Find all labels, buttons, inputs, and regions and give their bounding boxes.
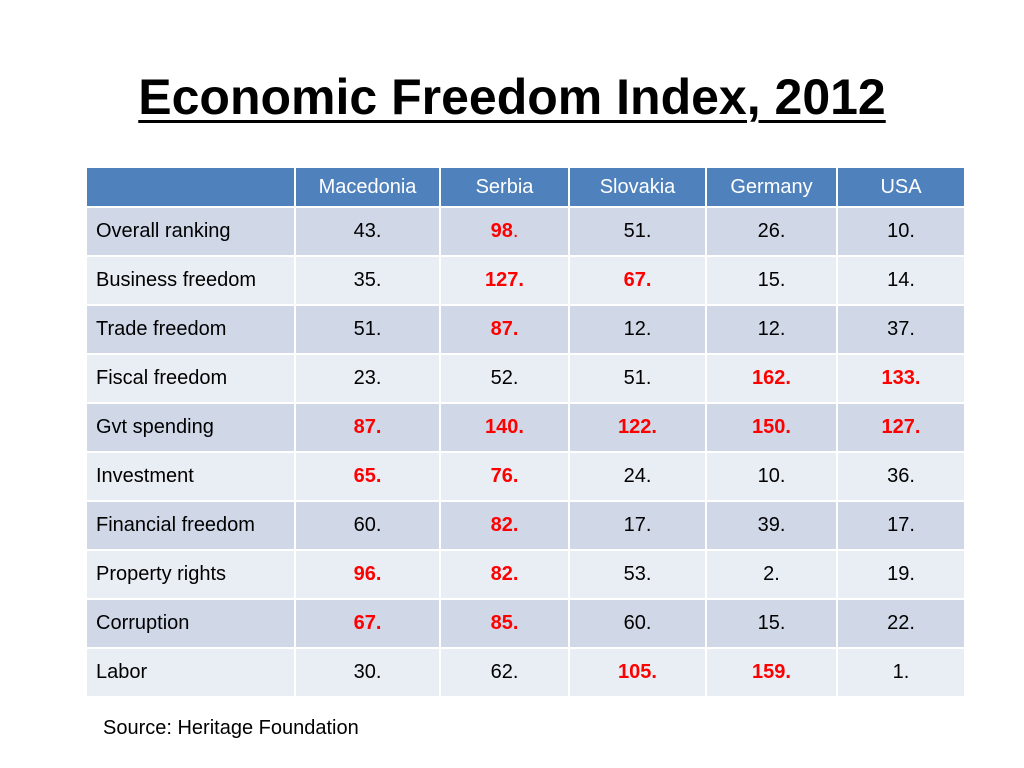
table-cell: 37. <box>836 304 966 355</box>
table-row: Gvt spending 87. 140. 122. 150. 127. <box>85 402 966 453</box>
table-cell: 15. <box>705 598 838 649</box>
row-label: Investment <box>85 451 296 502</box>
table-cell: 65. <box>294 451 441 502</box>
table-cell: 52. <box>439 353 570 404</box>
row-label: Trade freedom <box>85 304 296 355</box>
table-cell: 62. <box>439 647 570 698</box>
source-note: Source: Heritage Foundation <box>103 717 359 739</box>
table-cell: 133. <box>836 353 966 404</box>
table-cell: 36. <box>836 451 966 502</box>
table-cell: 22. <box>836 598 966 649</box>
table-cell: 159. <box>705 647 838 698</box>
table-cell: 15. <box>705 255 838 306</box>
table-cell: 122. <box>568 402 707 453</box>
row-label: Business freedom <box>85 255 296 306</box>
table-cell: 24. <box>568 451 707 502</box>
table-cell: 87. <box>294 402 441 453</box>
table-cell: 76. <box>439 451 570 502</box>
cell-value: 98 <box>490 220 513 242</box>
table-cell: 23. <box>294 353 441 404</box>
table-cell: 67. <box>294 598 441 649</box>
table-cell: 162. <box>705 353 838 404</box>
row-label: Fiscal freedom <box>85 353 296 404</box>
row-label: Financial freedom <box>85 500 296 551</box>
cell-suffix: . <box>512 220 519 242</box>
economic-freedom-table: Macedonia Serbia Slovakia Germany USA Ov… <box>85 166 966 698</box>
table-row: Property rights 96. 82. 53. 2. 19. <box>85 549 966 600</box>
table-cell: 17. <box>568 500 707 551</box>
row-label: Gvt spending <box>85 402 296 453</box>
header-cell-country: USA <box>836 166 966 208</box>
table-cell: 98. <box>439 206 570 257</box>
table-cell: 19. <box>836 549 966 600</box>
table-cell: 17. <box>836 500 966 551</box>
table-cell: 30. <box>294 647 441 698</box>
header-cell-country: Germany <box>705 166 838 208</box>
row-label: Corruption <box>85 598 296 649</box>
table-row: Business freedom 35. 127. 67. 15. 14. <box>85 255 966 306</box>
table-row: Trade freedom 51. 87. 12. 12. 37. <box>85 304 966 355</box>
table-cell: 85. <box>439 598 570 649</box>
table-cell: 12. <box>705 304 838 355</box>
table-cell: 10. <box>836 206 966 257</box>
table-cell: 43. <box>294 206 441 257</box>
table-cell: 14. <box>836 255 966 306</box>
table-row: Overall ranking 43. 98. 51. 26. 10. <box>85 206 966 257</box>
table-cell: 26. <box>705 206 838 257</box>
table-cell: 82. <box>439 549 570 600</box>
table-cell: 60. <box>568 598 707 649</box>
header-cell-country: Macedonia <box>294 166 441 208</box>
row-label: Labor <box>85 647 296 698</box>
table-cell: 105. <box>568 647 707 698</box>
table-cell: 39. <box>705 500 838 551</box>
table-cell: 150. <box>705 402 838 453</box>
header-cell-country: Slovakia <box>568 166 707 208</box>
table-cell: 10. <box>705 451 838 502</box>
table-row: Investment 65. 76. 24. 10. 36. <box>85 451 966 502</box>
table-cell: 87. <box>439 304 570 355</box>
row-label: Property rights <box>85 549 296 600</box>
table-cell: 51. <box>568 206 707 257</box>
table-body: Overall ranking 43. 98. 51. 26. 10. Business f… <box>85 206 966 698</box>
table-cell: 67. <box>568 255 707 306</box>
header-cell-corner <box>85 166 296 208</box>
table-cell: 127. <box>439 255 570 306</box>
table-cell: 1. <box>836 647 966 698</box>
table-cell: 53. <box>568 549 707 600</box>
table-cell: 12. <box>568 304 707 355</box>
row-label: Overall ranking <box>85 206 296 257</box>
slide-title: Economic Freedom Index, 2012 <box>138 69 886 125</box>
table-cell: 35. <box>294 255 441 306</box>
table-row: Financial freedom 60. 82. 17. 39. 17. <box>85 500 966 551</box>
table-row: Labor 30. 62. 105. 159. 1. <box>85 647 966 698</box>
table-row: Fiscal freedom 23. 52. 51. 162. 133. <box>85 353 966 404</box>
table-cell: 96. <box>294 549 441 600</box>
table-cell: 51. <box>568 353 707 404</box>
table-cell: 51. <box>294 304 441 355</box>
table-cell: 2. <box>705 549 838 600</box>
table-cell: 140. <box>439 402 570 453</box>
header-cell-country: Serbia <box>439 166 570 208</box>
table-header-row: Macedonia Serbia Slovakia Germany USA <box>85 166 966 208</box>
table-cell: 127. <box>836 402 966 453</box>
table-cell: 60. <box>294 500 441 551</box>
table-cell: 82. <box>439 500 570 551</box>
table-row: Corruption 67. 85. 60. 15. 22. <box>85 598 966 649</box>
